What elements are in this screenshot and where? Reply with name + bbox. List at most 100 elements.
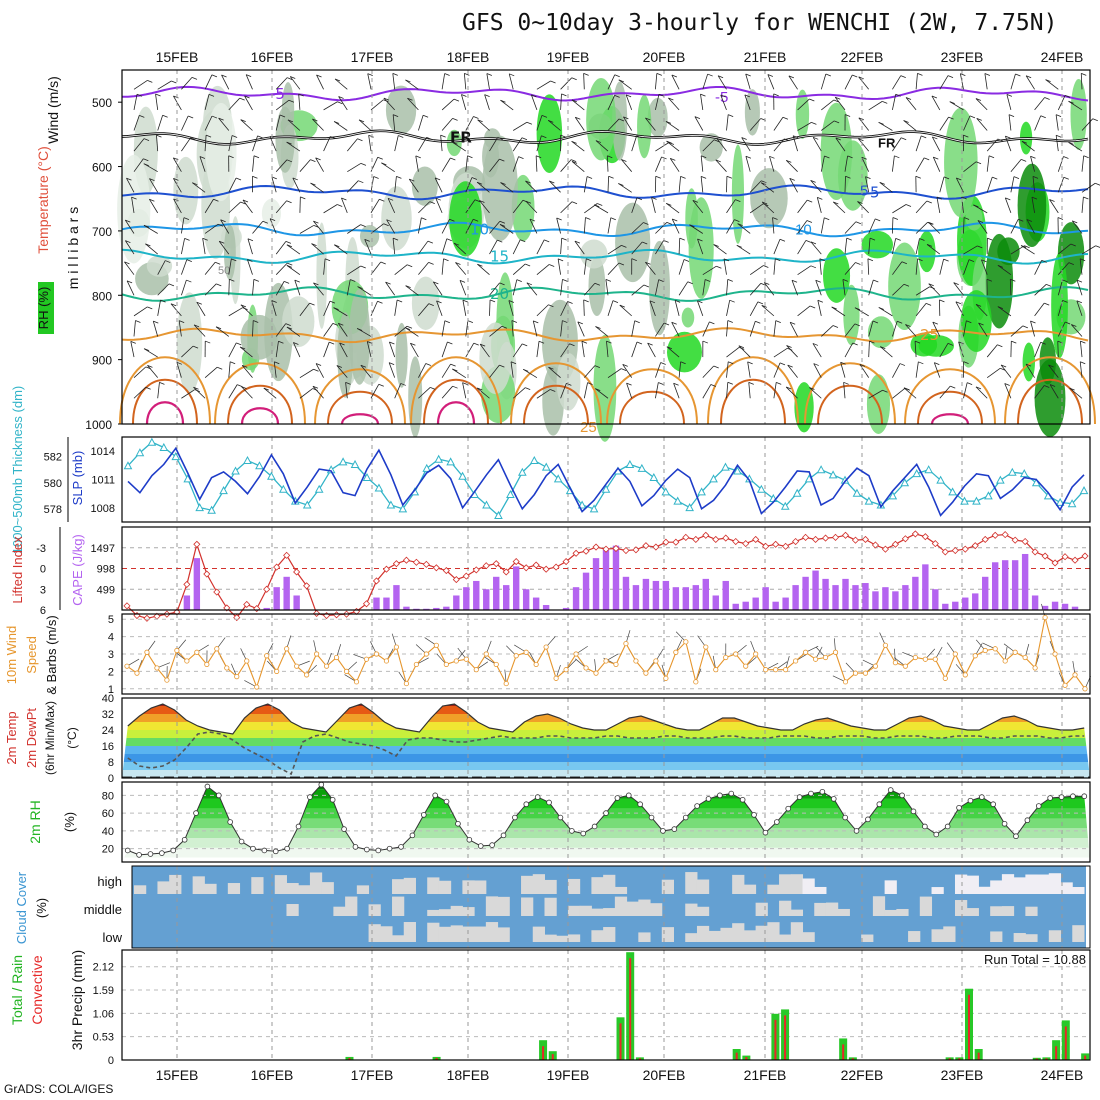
lifted-index-point <box>372 577 381 585</box>
cloud-block <box>274 875 287 894</box>
convective-bar <box>1045 1058 1048 1060</box>
wind-barb-flag <box>467 155 473 159</box>
wind-barb-flag <box>901 137 907 141</box>
wind-barb <box>133 386 146 399</box>
wind-barb <box>510 361 514 378</box>
wind-barb <box>1081 155 1085 172</box>
wind-barb-flag <box>975 98 982 101</box>
wind-barb-flag <box>497 239 503 243</box>
wind-speed-point <box>214 646 220 652</box>
wind-barb-flag <box>658 279 664 282</box>
wind-barb <box>745 156 751 172</box>
wind-barb-flag <box>943 258 949 262</box>
wind-barb <box>997 306 1012 317</box>
cloud-block <box>1037 874 1050 894</box>
wind-barb-flag <box>701 155 707 159</box>
wind-barb <box>315 363 324 378</box>
wind-barb <box>178 320 182 337</box>
cloud-block <box>1025 874 1038 894</box>
wind-barb-flag <box>541 135 547 139</box>
wind-barb <box>133 94 138 110</box>
wind-barb <box>1010 245 1025 255</box>
lifted-index-point <box>273 563 281 571</box>
wind-barb-flag <box>655 175 661 179</box>
wind-barb <box>744 94 751 111</box>
wind-speed-point <box>244 658 250 664</box>
wind-barb-flag <box>562 320 568 323</box>
cloud-block <box>1072 887 1085 894</box>
wind-speed-point <box>812 656 819 662</box>
date-label-top: 24FEB <box>1041 49 1084 65</box>
wind-barb-flag <box>341 197 347 201</box>
wind-barb <box>716 138 727 152</box>
slp-tick-label: 1008 <box>91 503 115 515</box>
wind-barb-flag <box>1068 100 1074 104</box>
temperature-contour-label: 25 <box>920 326 939 344</box>
wind-barb <box>364 239 372 255</box>
wind-speed-point <box>952 651 958 657</box>
wind-speed-point <box>693 679 699 685</box>
cape-bar <box>922 564 929 610</box>
wind-barb <box>844 238 848 255</box>
wind-barb <box>963 161 977 173</box>
rh-shade-blob <box>556 352 581 411</box>
wind-barb <box>126 177 135 193</box>
wind-barb-flag <box>963 134 969 138</box>
wind-barb <box>299 159 311 172</box>
wind-barb-flag <box>516 279 522 283</box>
wind-barb <box>844 342 854 358</box>
cloud-block <box>661 927 675 942</box>
wind-barb-flag <box>1030 320 1036 324</box>
wind-barb <box>228 307 243 317</box>
wind-barb <box>549 180 561 193</box>
thickness-point <box>386 500 396 509</box>
temperature-band <box>122 770 1090 778</box>
cape-bar <box>632 585 640 610</box>
wind-barb-flag <box>143 138 150 142</box>
wind-speed-point <box>164 677 170 683</box>
rh-point <box>170 847 177 854</box>
wind-barb-flag <box>1013 176 1020 179</box>
wind-barb-flag <box>869 340 875 344</box>
wind-barb-flag <box>702 340 709 344</box>
wind-barb <box>678 238 681 255</box>
convective-bar <box>784 1015 787 1060</box>
wind-barb-flag <box>1063 176 1069 180</box>
wind-speed-point <box>713 667 719 673</box>
wind-barb-flag <box>385 281 391 285</box>
rh-shade-blob <box>359 225 380 248</box>
rh-point <box>739 796 746 803</box>
cape-bar <box>582 572 590 610</box>
wind-barb-flag <box>147 80 153 83</box>
wind-barb-flag <box>383 97 390 101</box>
wind-barb-flag <box>671 321 677 325</box>
wind-barb-flag <box>713 139 720 143</box>
cloud-block <box>227 883 241 894</box>
lifted-index-point <box>362 600 371 608</box>
cloud-block <box>696 906 710 916</box>
cloud-block <box>943 926 956 942</box>
wind-barb <box>252 155 255 172</box>
cape-bar <box>662 580 670 610</box>
wind-barb-flag <box>484 94 490 98</box>
wind-barb-flag <box>550 80 556 84</box>
cape-bar <box>473 580 480 610</box>
wind-barb-flag <box>147 364 153 368</box>
wind-barb <box>360 365 372 378</box>
warm-contour <box>1017 378 1083 425</box>
wind-barb <box>700 176 704 193</box>
rh-point <box>1047 795 1053 801</box>
wind-barb-flag <box>813 136 819 140</box>
convective-bar <box>629 958 632 1060</box>
wind-barb <box>926 244 941 255</box>
wind-barb-flag <box>1015 73 1021 77</box>
rh-tick-label: 40 <box>102 826 114 838</box>
wind-barb-flag <box>867 258 874 262</box>
wind-barb-flag <box>311 243 317 246</box>
wind-barb-flag <box>499 364 505 368</box>
wind-barb-flag <box>727 278 733 282</box>
wind-barb <box>124 219 135 234</box>
wind-barb-flag <box>389 341 395 345</box>
wind-barb <box>986 138 998 152</box>
wind-barb-flag <box>422 114 429 118</box>
